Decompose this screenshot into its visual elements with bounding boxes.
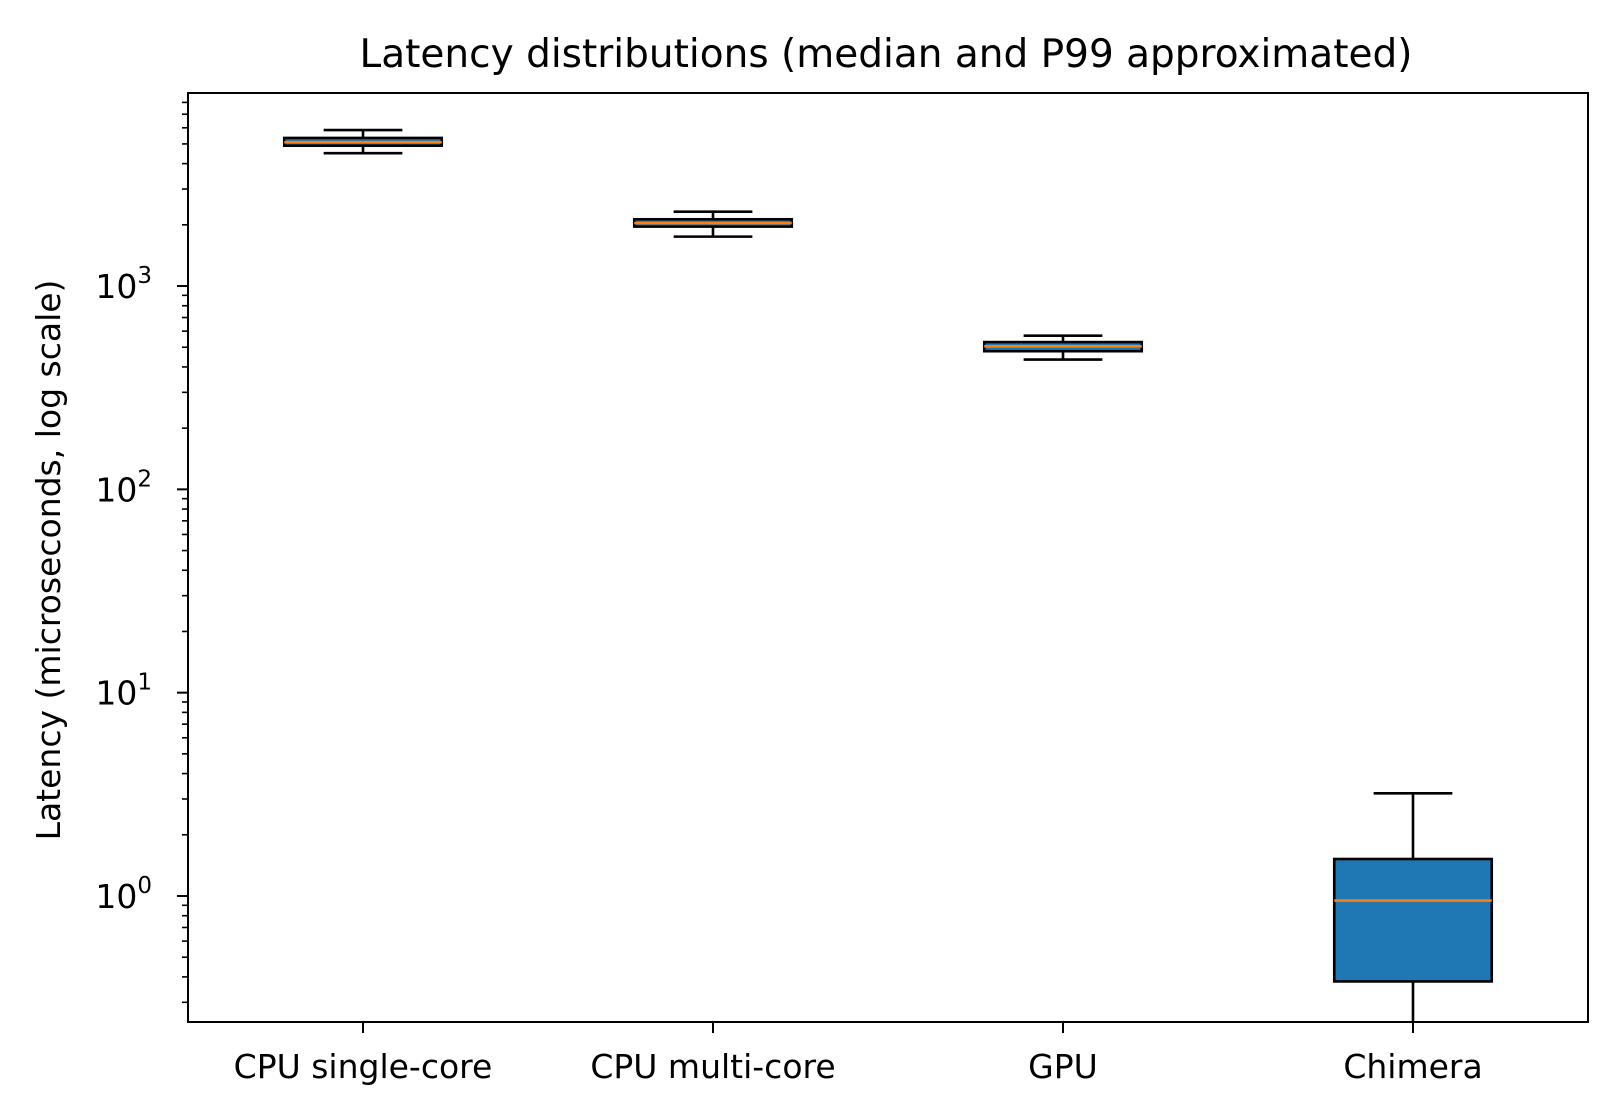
- plot-area: 100 101 102 103 CPU single-core CPU multi-cor…: [95, 92, 1589, 1086]
- x-tick-label: Chimera: [1343, 1047, 1482, 1086]
- y-tick-label: 101: [95, 670, 152, 713]
- x-tick-label: CPU multi-core: [590, 1047, 835, 1086]
- plot-frame: [187, 92, 1589, 1023]
- y-tick-label: 100: [95, 873, 152, 916]
- box-4-iqr-box: [1332, 857, 1494, 983]
- x-tick-label: CPU single-core: [234, 1047, 493, 1086]
- y-tick-label: 103: [95, 263, 152, 306]
- y-axis-label: Latency (microseconds, log scale): [29, 280, 68, 841]
- x-tick-label: GPU: [1028, 1047, 1098, 1086]
- y-tick-label: 102: [95, 466, 152, 509]
- chart-title: Latency distributions (median and P99 ap…: [360, 32, 1413, 77]
